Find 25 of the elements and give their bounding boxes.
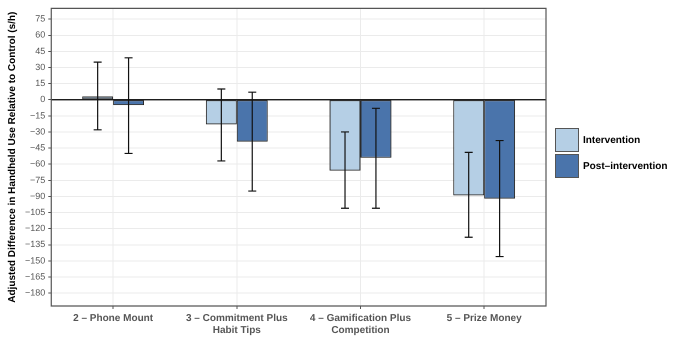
y-tick-label: −75	[30, 174, 46, 185]
y-tick-label: 0	[40, 94, 46, 104]
y-tick-label: 75	[35, 14, 46, 24]
y-tick-label: 45	[35, 46, 46, 56]
y-tick-label: −135	[24, 239, 46, 250]
x-tick-label: 3 – Commitment Plus Habit Tips	[186, 312, 288, 336]
y-tick-label: −30	[30, 126, 46, 136]
x-tick-label: 5 – Prize Money	[446, 312, 522, 324]
y-tick-label: −165	[24, 271, 46, 282]
y-tick-label: −60	[30, 158, 46, 169]
y-tick-label: −45	[30, 142, 46, 153]
y-tick-label: −120	[24, 223, 46, 234]
legend-label: Intervention	[583, 134, 640, 146]
y-tick-label: −150	[24, 255, 46, 266]
y-tick-label: 30	[35, 62, 46, 72]
y-tick-label: 60	[35, 30, 46, 40]
legend-label: Post–intervention	[583, 160, 668, 172]
y-tick-label: −15	[30, 110, 46, 120]
y-tick-label: 15	[35, 78, 46, 88]
y-tick-label: −105	[24, 207, 46, 218]
x-tick-label: 2 – Phone Mount	[73, 312, 154, 324]
y-tick-label: −90	[30, 190, 46, 201]
y-tick-label: −180	[24, 288, 46, 298]
x-tick-label: 4 – Gamification Plus Competition	[310, 312, 412, 336]
y-axis-title: Adjusted Difference in Handheld Use Relative to Control (s/h)	[6, 12, 18, 303]
